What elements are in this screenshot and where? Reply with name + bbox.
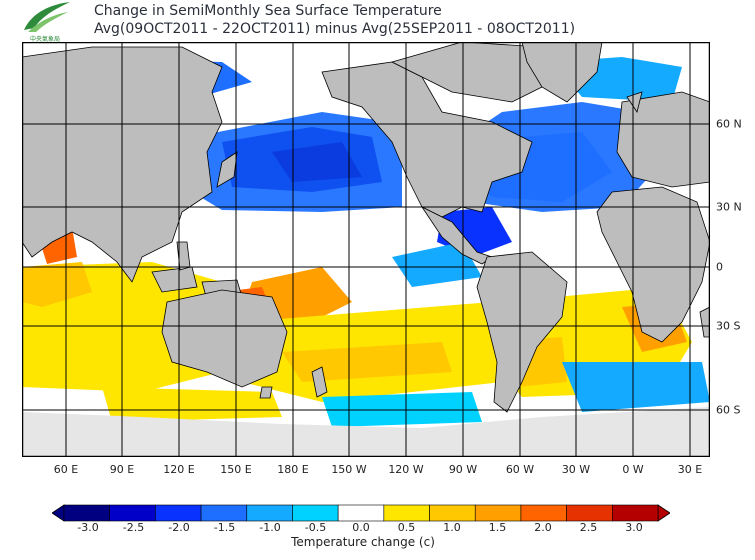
graticule-grid bbox=[22, 42, 710, 457]
lon-label-90e: 90 E bbox=[109, 463, 135, 476]
lon-label-60w: 60 W bbox=[505, 463, 535, 476]
antarctic-ice bbox=[22, 407, 710, 457]
continent-africa bbox=[596, 186, 710, 343]
colorbar-segment bbox=[429, 504, 476, 522]
lon-label-30w: 30 W bbox=[561, 463, 591, 476]
lon-label-90w: 90 W bbox=[448, 463, 478, 476]
colorbar-segment bbox=[292, 504, 339, 522]
leaf-swoosh-icon bbox=[24, 2, 70, 30]
map-border bbox=[22, 42, 710, 457]
colorbar-segment bbox=[246, 504, 293, 522]
continent-australia bbox=[161, 289, 288, 388]
colorbar-tick-label: 0.0 bbox=[352, 521, 370, 534]
continent-south-america bbox=[476, 251, 568, 413]
lat-label-30s: 30 S bbox=[716, 319, 741, 333]
colorbar-low-arrow bbox=[52, 504, 65, 522]
lon-label-150w: 150 W bbox=[331, 463, 367, 476]
colorbar-tick-label: 0.5 bbox=[397, 521, 416, 534]
colorbar-tick-label: -1.0 bbox=[259, 521, 281, 534]
lon-label-60e: 60 E bbox=[53, 463, 79, 476]
colorbar-segment bbox=[109, 504, 156, 522]
colorbar-tick-label: -2.0 bbox=[168, 521, 190, 534]
colorbar bbox=[52, 504, 670, 522]
colorbar-segment bbox=[337, 504, 385, 522]
lat-label-60n: 60 N bbox=[716, 117, 742, 131]
colorbar-tick-label: 3.0 bbox=[625, 521, 643, 534]
colorbar-tick-label: -2.5 bbox=[122, 521, 145, 534]
colorbar-segment bbox=[474, 504, 522, 522]
colorbar-segment bbox=[200, 504, 248, 522]
chart-subtitle: Avg(09OCT2011 - 22OCT2011) minus Avg(25S… bbox=[94, 21, 576, 37]
colorbar-tick-label: -3.0 bbox=[77, 521, 99, 534]
sst-change-map bbox=[22, 42, 710, 457]
colorbar-segment bbox=[383, 504, 430, 522]
lat-label-eq: 0 bbox=[716, 260, 723, 274]
lon-label-180e: 180 E bbox=[277, 463, 309, 476]
colorbar-tick-label: 1.0 bbox=[443, 521, 461, 534]
colorbar-tick-label: -1.5 bbox=[213, 521, 236, 534]
colorbar-segment bbox=[612, 504, 659, 522]
lon-label-30e: 30 E bbox=[677, 463, 703, 476]
colorbar-tick-label: 2.0 bbox=[534, 521, 552, 534]
lon-label-120w: 120 W bbox=[388, 463, 424, 476]
logo-text: 中央氣象局 bbox=[30, 35, 60, 43]
colorbar-segment bbox=[566, 504, 613, 522]
colorbar-tick-label: 1.5 bbox=[488, 521, 507, 534]
greenland bbox=[521, 42, 603, 103]
lat-label-60s: 60 S bbox=[716, 403, 741, 417]
lon-label-0w: 0 W bbox=[622, 463, 644, 476]
colorbar-tick-label: -0.5 bbox=[304, 521, 327, 534]
cwb-logo: 中央氣象局 bbox=[24, 2, 70, 43]
lat-label-30n: 30 N bbox=[716, 200, 742, 214]
lon-label-120e: 120 E bbox=[163, 463, 195, 476]
continent-north-america bbox=[321, 61, 533, 218]
colorbar-high-arrow bbox=[657, 504, 670, 522]
colorbar-segment bbox=[63, 504, 110, 522]
colorbar-segment bbox=[520, 504, 567, 522]
lon-label-150e: 150 E bbox=[220, 463, 252, 476]
chart-title: Change in SemiMonthly Sea Surface Temper… bbox=[94, 3, 442, 19]
colorbar-tick-label: 2.5 bbox=[579, 521, 598, 534]
colorbar-title: Temperature change (c) bbox=[291, 535, 435, 549]
colorbar-segment bbox=[155, 504, 202, 522]
continent-europe bbox=[616, 91, 710, 188]
